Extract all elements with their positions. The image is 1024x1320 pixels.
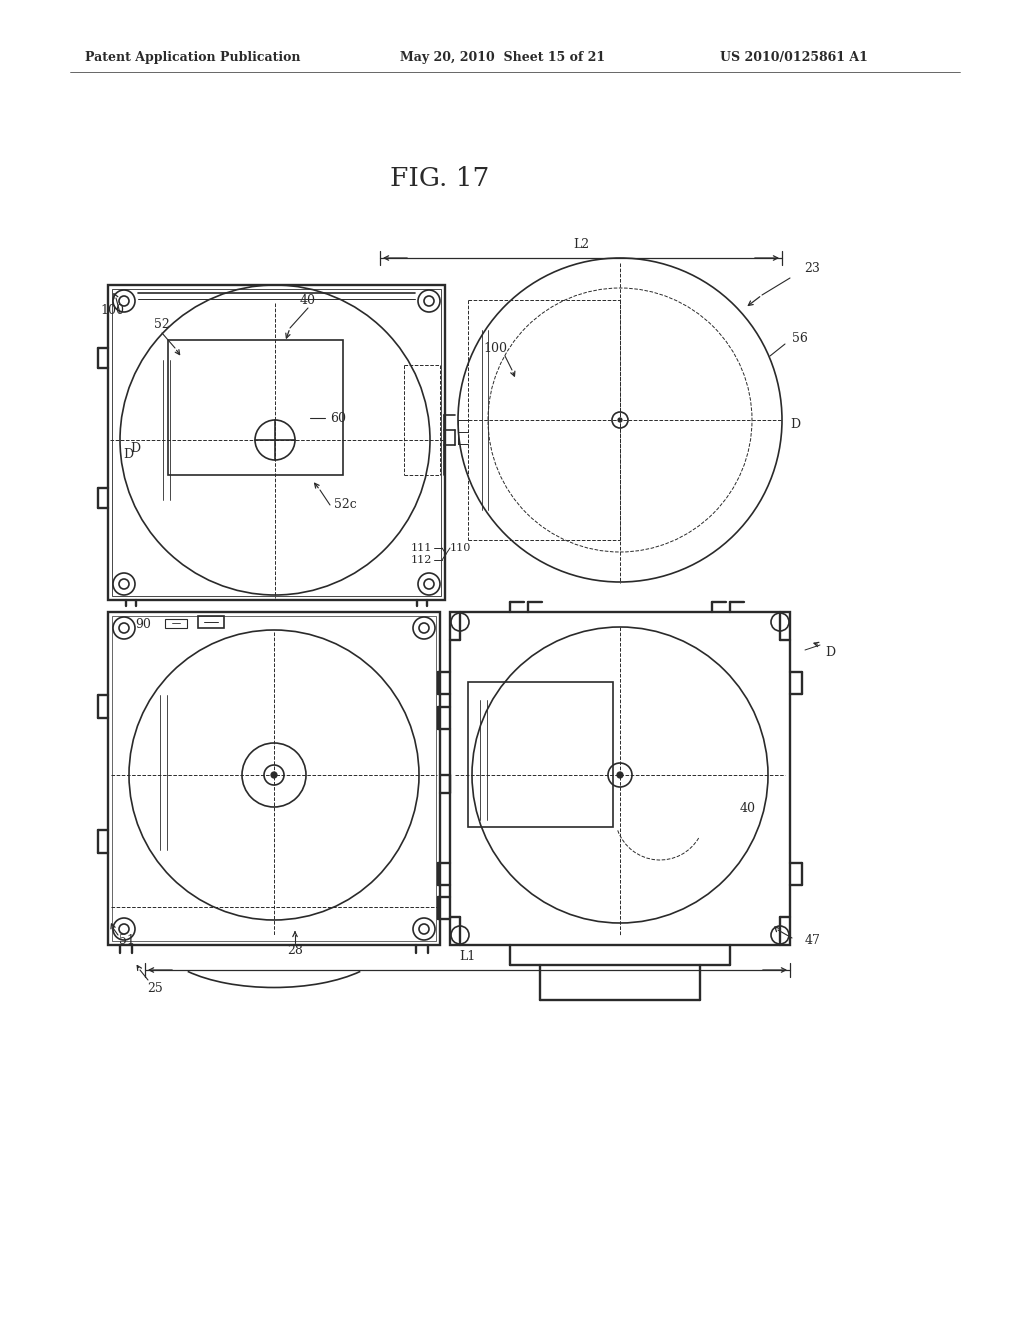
Text: 28: 28	[287, 944, 303, 957]
Text: 111: 111	[411, 543, 432, 553]
Bar	[112, 616, 436, 941]
Bar	[108, 612, 440, 945]
Text: 110: 110	[450, 543, 471, 553]
Circle shape	[617, 772, 623, 777]
Text: 112: 112	[411, 554, 432, 565]
Text: 52: 52	[155, 318, 170, 331]
Bar	[168, 341, 343, 475]
Text: 60: 60	[330, 412, 346, 425]
Text: 100: 100	[100, 304, 124, 317]
Text: D: D	[130, 441, 140, 454]
Circle shape	[271, 772, 278, 777]
Bar	[468, 682, 613, 828]
Text: D: D	[123, 449, 133, 462]
Text: D: D	[790, 418, 800, 432]
Text: 52c: 52c	[334, 499, 356, 511]
Text: 51: 51	[119, 933, 135, 946]
Bar	[108, 285, 445, 601]
Bar	[112, 289, 441, 597]
Text: 100: 100	[483, 342, 507, 355]
Text: L2: L2	[573, 239, 589, 252]
Bar	[165, 619, 187, 628]
Text: L1: L1	[459, 950, 475, 964]
Text: D: D	[825, 645, 836, 659]
Text: 40: 40	[300, 293, 316, 306]
Circle shape	[618, 418, 622, 422]
Text: May 20, 2010  Sheet 15 of 21: May 20, 2010 Sheet 15 of 21	[400, 50, 605, 63]
Text: 25: 25	[147, 982, 163, 994]
Text: 47: 47	[805, 933, 821, 946]
Text: 40: 40	[740, 801, 756, 814]
Text: 56: 56	[792, 331, 808, 345]
Text: 90: 90	[135, 618, 151, 631]
Bar	[450, 612, 790, 945]
Text: US 2010/0125861 A1: US 2010/0125861 A1	[720, 50, 868, 63]
Bar	[198, 616, 224, 628]
Text: FIG. 17: FIG. 17	[390, 165, 489, 190]
Text: Patent Application Publication: Patent Application Publication	[85, 50, 300, 63]
Text: 23: 23	[804, 261, 820, 275]
